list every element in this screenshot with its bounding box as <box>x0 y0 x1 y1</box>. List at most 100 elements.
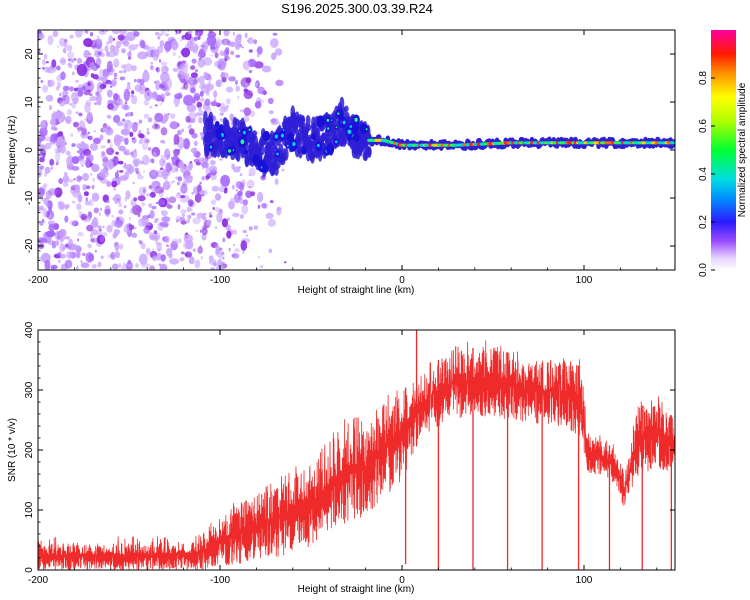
noise-speckle <box>160 30 166 35</box>
noise-speckle <box>187 30 193 35</box>
noise-speckle <box>140 242 146 250</box>
noise-speckle <box>59 100 66 107</box>
noise-speckle <box>205 174 210 181</box>
noise-speckle <box>204 98 211 106</box>
noise-speckle <box>76 63 88 77</box>
noise-speckle <box>167 248 173 253</box>
ridge-core <box>300 115 305 123</box>
noise-speckle <box>185 62 189 68</box>
noise-speckle <box>80 213 88 220</box>
noise-speckle <box>106 180 111 187</box>
ridge-highlight <box>669 141 675 145</box>
noise-speckle <box>78 112 83 117</box>
noise-speckle <box>66 251 73 259</box>
noise-speckle <box>92 217 99 229</box>
noise-speckle <box>216 251 223 258</box>
noise-speckle <box>97 261 102 268</box>
x-tick-label: -100 <box>210 275 230 286</box>
noise-speckle <box>107 82 110 85</box>
noise-speckle <box>275 79 284 87</box>
noise-speckle <box>199 84 207 90</box>
noise-speckle <box>73 87 78 92</box>
noise-speckle <box>147 117 153 123</box>
noise-speckle <box>180 208 187 214</box>
noise-speckle <box>50 264 58 270</box>
noise-speckle <box>93 207 100 214</box>
turbulent-blob <box>262 130 271 142</box>
noise-speckle <box>228 200 235 210</box>
noise-speckle <box>209 160 216 166</box>
turbulent-blob-center <box>354 117 358 122</box>
noise-speckle <box>197 50 206 59</box>
chart-title: S196.2025.300.03.39.R24 <box>281 1 433 16</box>
noise-speckle <box>190 87 196 94</box>
noise-speckle <box>138 129 142 134</box>
noise-speckle <box>200 110 204 116</box>
colorbar-label: Normalized spectral amplitude <box>737 82 748 217</box>
turbulent-blob <box>262 163 269 174</box>
noise-speckle <box>61 59 65 64</box>
noise-speckle <box>147 147 152 151</box>
noise-speckle <box>109 100 119 112</box>
noise-speckle <box>239 109 245 113</box>
noise-speckle <box>178 163 183 168</box>
noise-speckle <box>180 251 185 255</box>
noise-speckle <box>168 252 173 259</box>
noise-speckle <box>210 199 217 206</box>
noise-speckle <box>235 42 241 51</box>
noise-speckle <box>83 50 90 59</box>
noise-speckle <box>71 71 75 76</box>
noise-speckle <box>175 192 181 199</box>
noise-speckle <box>111 30 121 35</box>
noise-speckle <box>115 151 119 155</box>
noise-speckle <box>131 267 134 269</box>
noise-speckle <box>100 255 104 260</box>
noise-speckle <box>195 112 202 117</box>
noise-speckle <box>135 263 139 268</box>
noise-speckle <box>208 30 214 34</box>
noise-speckle <box>232 31 235 36</box>
noise-speckle <box>131 95 138 105</box>
ridge-core <box>269 130 275 143</box>
noise-speckle <box>52 30 59 38</box>
noise-speckle <box>168 196 177 204</box>
noise-speckle <box>55 141 59 147</box>
noise-speckle <box>194 158 199 162</box>
noise-speckle <box>38 205 41 212</box>
snr-xlabel: Height of straight line (km) <box>298 584 415 595</box>
noise-speckle <box>245 84 248 89</box>
noise-speckle <box>240 240 248 251</box>
noise-speckle <box>112 196 116 201</box>
noise-speckle <box>185 239 194 250</box>
noise-speckle <box>260 264 264 269</box>
noise-speckle <box>165 33 170 37</box>
noise-speckle <box>169 258 180 265</box>
noise-speckle <box>143 170 145 174</box>
noise-speckle <box>48 188 58 196</box>
noise-speckle <box>129 50 132 53</box>
noise-speckle <box>39 157 45 163</box>
noise-speckle <box>107 103 114 110</box>
noise-speckle <box>139 78 145 86</box>
noise-speckle <box>110 68 116 72</box>
noise-speckle <box>155 151 160 156</box>
noise-speckle <box>142 141 148 151</box>
noise-speckle <box>217 259 223 269</box>
noise-speckle <box>77 238 79 242</box>
spectrogram-ylabel: Frequency (Hz) <box>7 116 18 185</box>
noise-speckle <box>203 71 208 80</box>
noise-speckle <box>91 184 95 190</box>
noise-speckle <box>198 58 202 61</box>
noise-speckle <box>83 191 89 197</box>
noise-speckle <box>38 30 43 41</box>
noise-speckle <box>40 205 44 211</box>
turbulent-blob-center <box>317 143 320 148</box>
turbulent-blob <box>252 154 261 166</box>
noise-speckle <box>70 243 77 251</box>
noise-speckle <box>106 224 113 233</box>
noise-speckle <box>246 179 255 189</box>
noise-speckle <box>160 155 165 159</box>
noise-speckle <box>69 103 73 106</box>
turbulent-blob-center <box>335 126 338 128</box>
noise-speckle <box>70 132 74 138</box>
